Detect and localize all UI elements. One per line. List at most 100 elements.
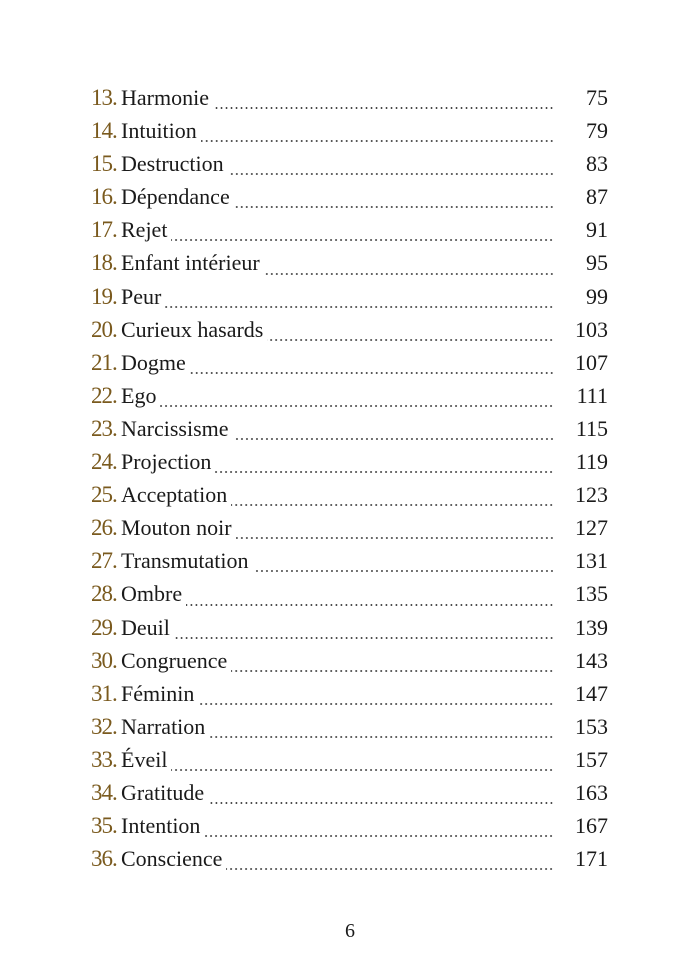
chapter-page: 95: [586, 250, 608, 276]
chapter-page: 157: [575, 746, 608, 772]
toc-entry[interactable]: 15. Destruction 83: [91, 151, 608, 184]
chapter-number: 34.: [91, 779, 118, 805]
dot-leader: [189, 371, 554, 374]
chapter-page: 131: [575, 548, 608, 574]
dot-leader: [252, 570, 554, 573]
toc-entry[interactable]: 16. Dépendance 87: [91, 184, 608, 217]
toc-entry[interactable]: 18. Enfant intérieur 95: [91, 250, 608, 283]
dot-leader: [173, 636, 554, 639]
toc-entry[interactable]: 36. Conscience 171: [91, 846, 608, 879]
dot-leader: [227, 173, 554, 176]
dot-leader: [233, 206, 554, 209]
dot-leader: [235, 537, 554, 540]
chapter-title: Éveil: [121, 746, 168, 772]
dot-leader: [198, 702, 554, 705]
toc-entry[interactable]: 34. Gratitude 163: [91, 780, 608, 813]
chapter-number: 27.: [91, 548, 118, 574]
toc-entry[interactable]: 32. Narration 153: [91, 714, 608, 747]
toc-entry[interactable]: 24. Projection 119: [91, 449, 608, 482]
toc-entry[interactable]: 26. Mouton noir 127: [91, 515, 608, 548]
chapter-title: Rejet: [121, 217, 168, 243]
chapter-number: 17.: [91, 217, 118, 243]
chapter-page: 99: [586, 283, 608, 309]
toc-entry[interactable]: 13. Harmonie 75: [91, 85, 608, 118]
dot-leader: [204, 835, 554, 838]
dot-leader: [232, 438, 554, 441]
dot-leader: [186, 603, 554, 606]
chapter-title: Transmutation: [121, 548, 249, 574]
toc-entry[interactable]: 19. Peur 99: [91, 284, 608, 317]
toc-entry[interactable]: 23. Narcissisme 115: [91, 416, 608, 449]
toc-entry[interactable]: 25. Acceptation 123: [91, 482, 608, 515]
chapter-number: 14.: [91, 118, 118, 144]
chapter-title: Dépendance: [121, 184, 230, 210]
chapter-page: 107: [575, 349, 608, 375]
toc-entry[interactable]: 27. Transmutation 131: [91, 548, 608, 581]
table-of-contents: 13. Harmonie 75 14. Intuition 79 15. Destructio…: [91, 85, 608, 879]
dot-leader: [226, 868, 554, 871]
toc-entry[interactable]: 17. Rejet 91: [91, 217, 608, 250]
chapter-title: Deuil: [121, 614, 170, 640]
chapter-page: 147: [575, 680, 608, 706]
chapter-number: 33.: [91, 746, 118, 772]
chapter-title: Intuition: [121, 118, 197, 144]
toc-entry[interactable]: 20. Curieux hasards 103: [91, 317, 608, 350]
dot-leader: [171, 768, 554, 771]
chapter-number: 30.: [91, 647, 118, 673]
dot-leader: [231, 669, 554, 672]
chapter-page: 135: [575, 581, 608, 607]
toc-entry[interactable]: 21. Dogme 107: [91, 350, 608, 383]
chapter-page: 91: [586, 217, 608, 243]
dot-leader: [231, 504, 554, 507]
chapter-page: 143: [575, 647, 608, 673]
toc-entry[interactable]: 14. Intuition 79: [91, 118, 608, 151]
dot-leader: [215, 471, 554, 474]
chapter-title: Gratitude: [121, 779, 205, 805]
toc-entry[interactable]: 30. Congruence 143: [91, 648, 608, 681]
chapter-number: 29.: [91, 614, 118, 640]
chapter-page: 83: [586, 151, 608, 177]
chapter-page: 119: [575, 449, 608, 475]
chapter-title: Dogme: [121, 349, 186, 375]
chapter-number: 20.: [91, 316, 118, 342]
chapter-number: 28.: [91, 581, 118, 607]
dot-leader: [200, 140, 554, 143]
chapter-number: 35.: [91, 813, 118, 839]
chapter-number: 24.: [91, 449, 118, 475]
toc-entry[interactable]: 22. Ego 111: [91, 383, 608, 416]
chapter-number: 31.: [91, 680, 118, 706]
chapter-page: 171: [575, 846, 608, 872]
toc-entry[interactable]: 31. Féminin 147: [91, 681, 608, 714]
chapter-page: 79: [586, 118, 608, 144]
dot-leader: [160, 404, 554, 407]
chapter-page: 103: [575, 316, 608, 342]
chapter-title: Projection: [121, 449, 212, 475]
chapter-title: Ego: [121, 382, 157, 408]
page-number: 6: [345, 920, 355, 942]
chapter-page: 75: [586, 85, 608, 110]
chapter-number: 36.: [91, 846, 118, 872]
dot-leader: [171, 239, 554, 242]
chapter-title: Conscience: [121, 846, 223, 872]
chapter-page: 127: [575, 515, 608, 541]
chapter-page: 111: [576, 382, 608, 408]
chapter-title: Harmonie: [121, 85, 209, 110]
dot-leader: [165, 305, 554, 308]
toc-entry[interactable]: 28. Ombre 135: [91, 581, 608, 614]
dot-leader: [263, 272, 554, 275]
chapter-page: 115: [575, 415, 608, 441]
toc-entry[interactable]: 35. Intention 167: [91, 813, 608, 846]
chapter-number: 26.: [91, 515, 118, 541]
chapter-page: 87: [586, 184, 608, 210]
chapter-page: 167: [575, 813, 608, 839]
toc-entry[interactable]: 33. Éveil 157: [91, 747, 608, 780]
chapter-title: Narcissisme: [121, 415, 229, 441]
chapter-number: 16.: [91, 184, 118, 210]
chapter-title: Peur: [121, 283, 162, 309]
chapter-number: 32.: [91, 713, 118, 739]
chapter-page: 153: [575, 713, 608, 739]
chapter-title: Intention: [121, 813, 201, 839]
chapter-number: 19.: [91, 283, 118, 309]
toc-entry[interactable]: 29. Deuil 139: [91, 615, 608, 648]
chapter-number: 23.: [91, 415, 118, 441]
